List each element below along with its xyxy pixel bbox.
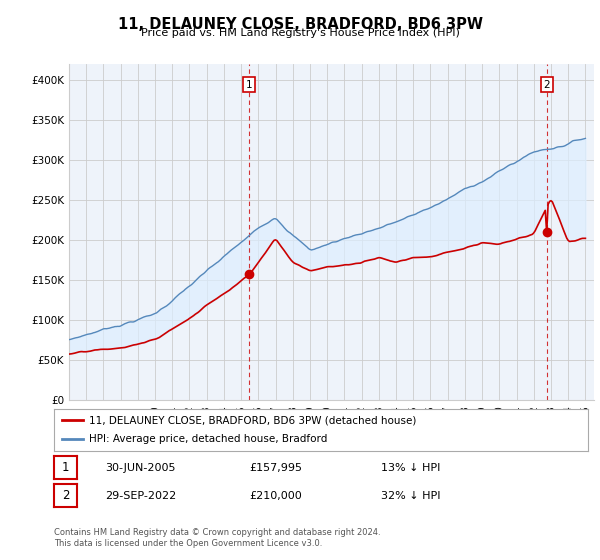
Text: 1: 1 (62, 461, 69, 474)
Text: Contains HM Land Registry data © Crown copyright and database right 2024.
This d: Contains HM Land Registry data © Crown c… (54, 528, 380, 548)
Text: 11, DELAUNEY CLOSE, BRADFORD, BD6 3PW: 11, DELAUNEY CLOSE, BRADFORD, BD6 3PW (118, 17, 482, 32)
Text: 29-SEP-2022: 29-SEP-2022 (105, 491, 176, 501)
Text: 2: 2 (544, 80, 550, 90)
Text: HPI: Average price, detached house, Bradford: HPI: Average price, detached house, Brad… (89, 435, 327, 445)
Text: 11, DELAUNEY CLOSE, BRADFORD, BD6 3PW (detached house): 11, DELAUNEY CLOSE, BRADFORD, BD6 3PW (d… (89, 415, 416, 425)
Text: 13% ↓ HPI: 13% ↓ HPI (381, 463, 440, 473)
Text: £210,000: £210,000 (249, 491, 302, 501)
Text: 1: 1 (246, 80, 253, 90)
Text: 32% ↓ HPI: 32% ↓ HPI (381, 491, 440, 501)
Text: 2: 2 (62, 489, 69, 502)
Text: 30-JUN-2005: 30-JUN-2005 (105, 463, 176, 473)
Text: Price paid vs. HM Land Registry's House Price Index (HPI): Price paid vs. HM Land Registry's House … (140, 28, 460, 38)
Text: £157,995: £157,995 (249, 463, 302, 473)
